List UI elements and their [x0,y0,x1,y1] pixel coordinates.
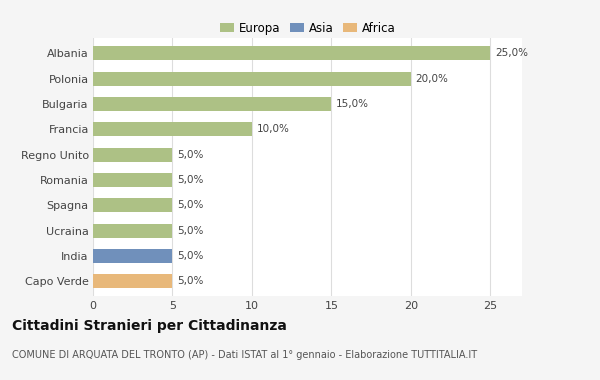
Text: COMUNE DI ARQUATA DEL TRONTO (AP) - Dati ISTAT al 1° gennaio - Elaborazione TUTT: COMUNE DI ARQUATA DEL TRONTO (AP) - Dati… [12,350,477,359]
Bar [93,71,411,86]
Text: 20,0%: 20,0% [416,74,448,84]
Bar [93,198,172,212]
Text: 25,0%: 25,0% [495,48,528,58]
Text: 5,0%: 5,0% [177,251,203,261]
Bar [93,173,172,187]
Bar [93,147,172,162]
Bar [93,97,331,111]
Text: 5,0%: 5,0% [177,150,203,160]
Text: 10,0%: 10,0% [257,124,290,134]
Legend: Europa, Asia, Africa: Europa, Asia, Africa [216,18,399,38]
Text: 15,0%: 15,0% [336,99,369,109]
Text: 5,0%: 5,0% [177,226,203,236]
Text: 5,0%: 5,0% [177,200,203,210]
Bar [93,46,490,60]
Text: 5,0%: 5,0% [177,175,203,185]
Text: 5,0%: 5,0% [177,276,203,286]
Bar [93,122,252,136]
Bar [93,249,172,263]
Bar [93,274,172,288]
Bar [93,223,172,238]
Text: Cittadini Stranieri per Cittadinanza: Cittadini Stranieri per Cittadinanza [12,319,287,333]
